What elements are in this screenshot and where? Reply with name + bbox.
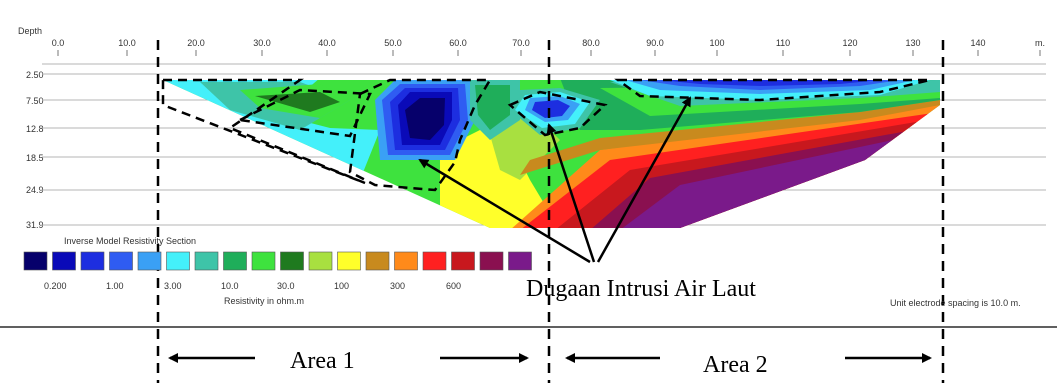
legend-swatch [508, 251, 532, 271]
legend-value: 0.200 [44, 281, 67, 291]
x-tick-label: 90.0 [646, 38, 664, 48]
x-unit: m. [1035, 38, 1045, 48]
x-tick-label: 40.0 [318, 38, 336, 48]
x-tick-marks [57, 50, 1041, 56]
legend-swatch [52, 251, 76, 271]
section-title: Inverse Model Resistivity Section [64, 236, 196, 246]
area-2-label: Area 2 [703, 352, 768, 378]
legend-swatch [479, 251, 504, 271]
area-1-label: Area 1 [290, 348, 355, 374]
legend-swatch [109, 251, 133, 271]
resistivity-unit-label: Resistivity in ohm.m [224, 296, 304, 306]
legend-swatch [337, 251, 361, 271]
legend-swatch [23, 251, 48, 271]
electrode-spacing-note: Unit electrode spacing is 10.0 m. [890, 298, 1021, 308]
x-tick-label: 100 [709, 38, 724, 48]
x-tick-label: 0.0 [52, 38, 65, 48]
depth-tick-label: 31.9 [26, 220, 44, 230]
x-tick-label: 70.0 [512, 38, 530, 48]
depth-tick-label: 24.9 [26, 185, 44, 195]
depth-tick-label: 2.50 [26, 70, 44, 80]
depth-label: Depth [18, 26, 42, 36]
depth-tick-label: 12.8 [26, 124, 44, 134]
legend-swatch [137, 251, 162, 271]
x-tick-label: 10.0 [118, 38, 136, 48]
legend-value: 3.00 [164, 281, 182, 291]
legend-value-labels: 0.200 1.00 3.00 10.0 30.0 100 300 600 [44, 281, 461, 291]
x-tick-label: 60.0 [449, 38, 467, 48]
legend-swatch [394, 251, 418, 271]
legend-value: 10.0 [221, 281, 239, 291]
depth-axis: 2.50 7.50 12.8 18.5 24.9 31.9 [26, 70, 44, 230]
legend-swatch [365, 251, 390, 271]
x-tick-label: 80.0 [582, 38, 600, 48]
x-tick-label: 140 [970, 38, 985, 48]
color-legend [23, 251, 532, 271]
legend-value: 300 [390, 281, 405, 291]
annotation-arrows [418, 96, 692, 264]
legend-value: 30.0 [277, 281, 295, 291]
x-tick-label: 20.0 [187, 38, 205, 48]
legend-swatch [166, 251, 190, 271]
legend-value: 100 [334, 281, 349, 291]
legend-swatch [422, 251, 447, 271]
intrusion-zone-outlines [161, 78, 931, 192]
legend-value: 600 [446, 281, 461, 291]
resistivity-section [163, 80, 940, 228]
legend-swatch [80, 251, 105, 271]
x-axis: 0.0 10.0 20.0 30.0 40.0 50.0 60.0 70.0 8… [52, 38, 1045, 48]
depth-tick-label: 18.5 [26, 153, 44, 163]
x-tick-label: 50.0 [384, 38, 402, 48]
intrusion-annotation: Dugaan Intrusi Air Laut [526, 276, 756, 302]
legend-swatch [451, 251, 475, 271]
x-tick-label: 130 [905, 38, 920, 48]
legend-swatch [251, 251, 276, 271]
depth-tick-label: 7.50 [26, 96, 44, 106]
legend-swatch [223, 251, 247, 271]
x-tick-label: 110 [776, 38, 790, 48]
x-tick-label: 30.0 [253, 38, 271, 48]
legend-swatch [194, 251, 219, 271]
x-tick-label: 120 [842, 38, 857, 48]
legend-swatch [280, 251, 304, 271]
legend-value: 1.00 [106, 281, 124, 291]
area-boundaries [156, 40, 945, 383]
legend-swatch [308, 251, 333, 271]
